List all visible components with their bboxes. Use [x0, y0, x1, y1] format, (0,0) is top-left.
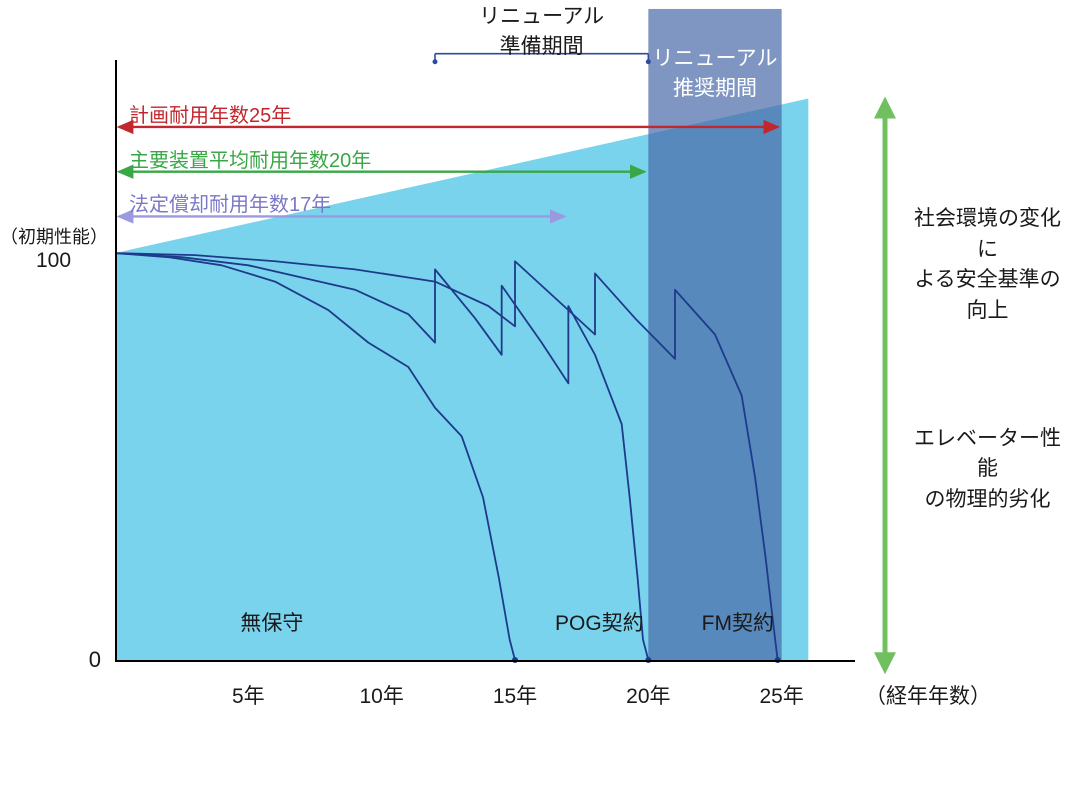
right-arrow-svg — [0, 0, 1070, 790]
right-upper-label: 社会環境の変化による安全基準の向上 — [905, 204, 1070, 326]
right-lower-l2: の物理的劣化 — [905, 485, 1070, 515]
right-lower-label: エレベーター性能の物理的劣化 — [905, 424, 1070, 515]
chart-root: 計画耐用年数25年主要装置平均耐用年数20年法定償却耐用年数17年リニューアル準… — [0, 0, 1070, 790]
right-upper-l1: 社会環境の変化に — [905, 204, 1070, 265]
right-lower-l1: エレベーター性能 — [905, 424, 1070, 485]
right-upper-l2: よる安全基準の向上 — [905, 265, 1070, 326]
